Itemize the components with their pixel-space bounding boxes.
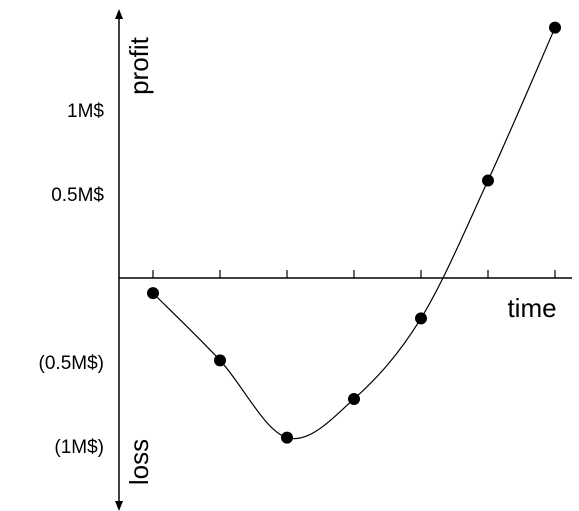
y-axis-label-loss: loss [124,439,154,485]
y-axis-label-profit: profit [124,36,154,95]
data-point-2 [214,354,226,367]
y-axis-arrow-down [115,501,123,511]
y-tick-label-2: 0.5M$ [51,185,104,206]
y-tick-label-1: 1M$ [67,101,104,122]
axes [115,9,572,511]
y-tick-label-3: (0.5M$) [39,353,104,374]
data-point-5 [415,312,427,325]
y-tick-labels: 1M$ 0.5M$ (0.5M$) (1M$) [39,101,105,458]
data-point-4 [348,392,360,405]
data-point-3 [281,431,293,444]
data-point-6 [482,174,494,187]
data-point-7 [549,21,561,34]
y-tick-label-4: (1M$) [54,437,104,458]
x-axis-label: time [507,293,556,323]
x-ticks [152,270,556,278]
series-line [152,27,556,440]
y-axis-arrow-up [115,9,123,19]
data-point-1 [147,287,159,300]
data-points [147,21,561,444]
